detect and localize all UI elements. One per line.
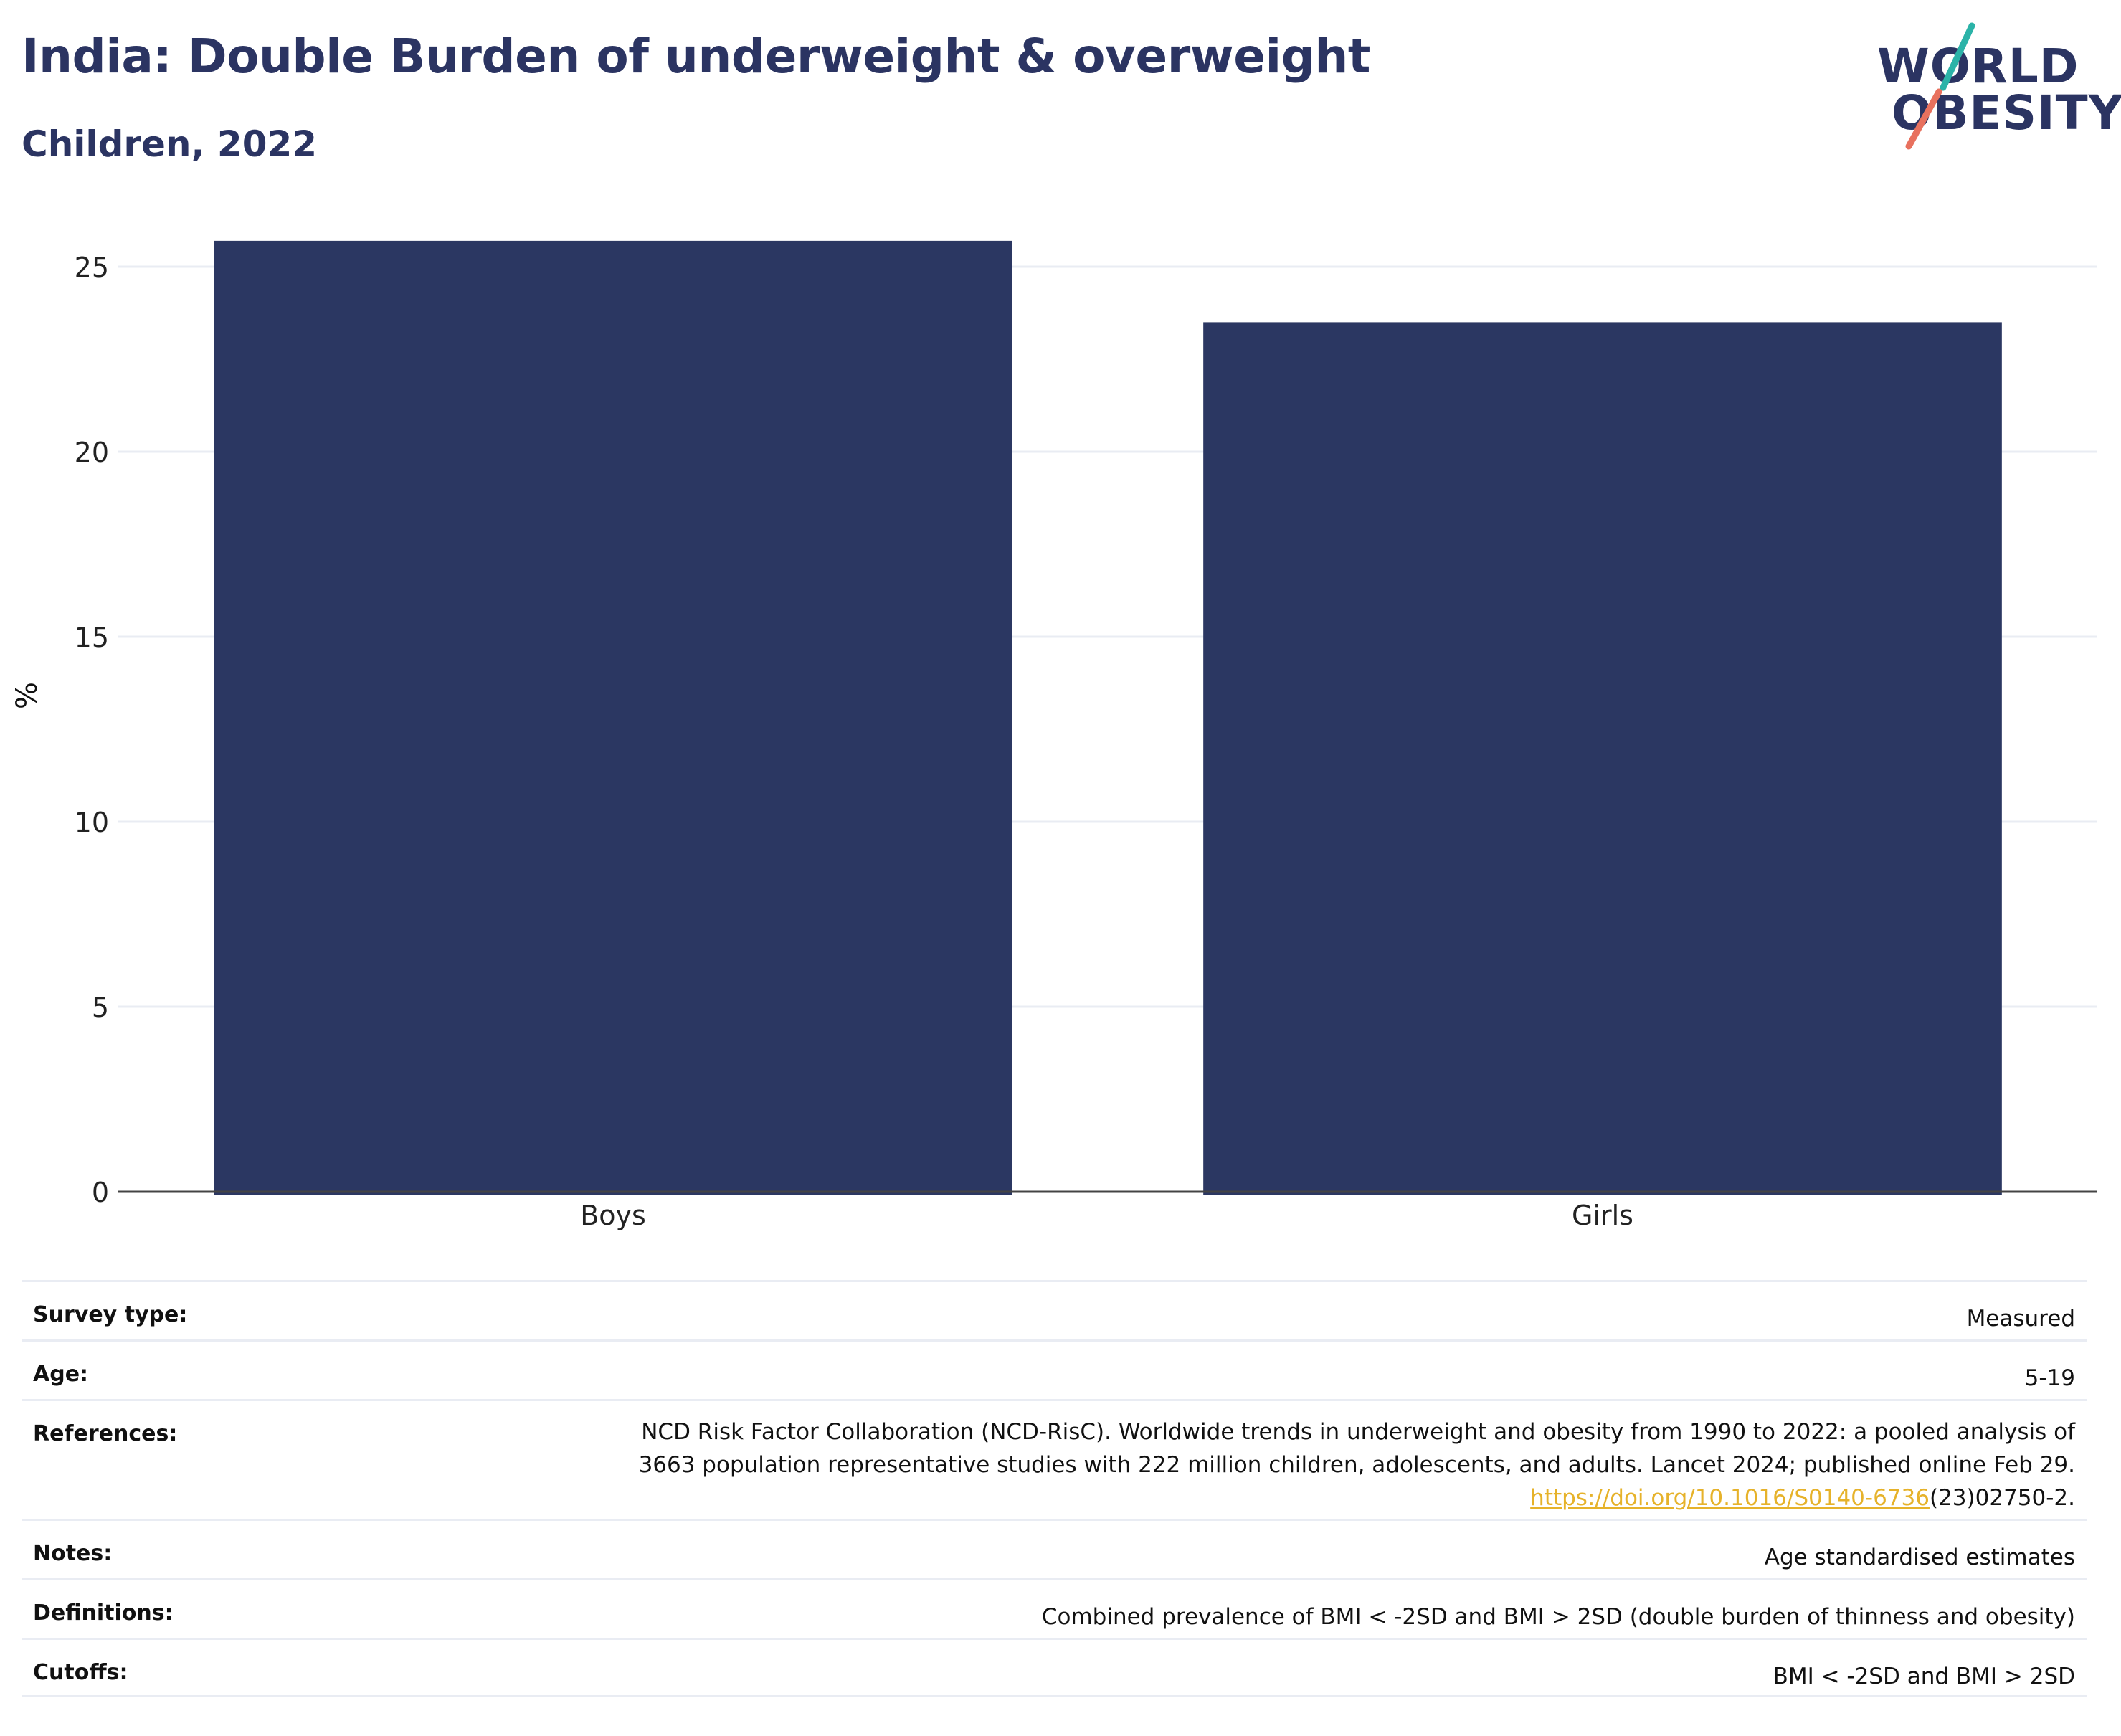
meta-row-age: Age: 5-19 xyxy=(22,1339,2087,1399)
meta-key-cutoffs: Cutoffs: xyxy=(33,1660,128,1685)
meta-row-definitions: Definitions: Combined prevalence of BMI … xyxy=(22,1578,2087,1638)
metadata-table: Survey type: Measured Age: 5-19 Referenc… xyxy=(22,1280,2087,1697)
logo-line-1: WORLD xyxy=(1877,39,2079,94)
reference-line-1: NCD Risk Factor Collaboration (NCD-RisC)… xyxy=(641,1419,2075,1445)
bar-girls xyxy=(1203,322,2002,1195)
y-tick-label: 0 xyxy=(92,1177,109,1208)
meta-row-notes: Notes: Age standardised estimates xyxy=(22,1519,2087,1578)
reference-line-2: 3663 population representative studies w… xyxy=(638,1452,2075,1478)
bar-chart: 0 5 10 15 20 25 Boys Girls xyxy=(75,240,2097,1231)
meta-val-survey-type: Measured xyxy=(1966,1306,2075,1332)
meta-row-cutoffs: Cutoffs: BMI < -2SD and BMI > 2SD xyxy=(22,1638,2087,1697)
logo-slash-icon xyxy=(1905,22,1975,150)
chart-subtitle: Children, 2022 xyxy=(22,123,318,165)
reference-line-3-suffix: (23)02750-2. xyxy=(1929,1485,2075,1511)
meta-val-age: 5-19 xyxy=(2024,1365,2075,1391)
y-tick-label: 25 xyxy=(75,252,109,283)
x-tick-label: Boys xyxy=(580,1200,646,1231)
world-obesity-logo: WORLD OBESITY xyxy=(1864,20,2121,156)
meta-key-notes: Notes: xyxy=(33,1541,113,1566)
y-tick-label: 15 xyxy=(75,622,109,653)
meta-val-cutoffs: BMI < -2SD and BMI > 2SD xyxy=(1773,1664,2075,1689)
reference-doi-link[interactable]: https://doi.org/10.1016/S0140-6736 xyxy=(1530,1485,1930,1511)
bar-boys xyxy=(214,240,1012,1195)
meta-key-survey-type: Survey type: xyxy=(33,1302,188,1327)
meta-val-notes: Age standardised estimates xyxy=(1764,1545,2075,1570)
y-tick-label: 10 xyxy=(75,807,109,838)
meta-key-definitions: Definitions: xyxy=(33,1600,174,1626)
meta-val-references: NCD Risk Factor Collaboration (NCD-RisC)… xyxy=(639,1415,2075,1514)
x-tick-label: Girls xyxy=(1572,1200,1633,1231)
meta-val-definitions: Combined prevalence of BMI < -2SD and BM… xyxy=(1041,1604,2075,1630)
y-tick-label: 5 xyxy=(92,992,109,1023)
chart-title: India: Double Burden of underweight & ov… xyxy=(22,29,1370,84)
meta-row-references: References: NCD Risk Factor Collaboratio… xyxy=(22,1399,2087,1519)
meta-row-survey-type: Survey type: Measured xyxy=(22,1280,2087,1339)
meta-key-references: References: xyxy=(33,1421,178,1446)
meta-key-age: Age: xyxy=(33,1362,89,1387)
y-tick-label: 20 xyxy=(75,437,109,468)
